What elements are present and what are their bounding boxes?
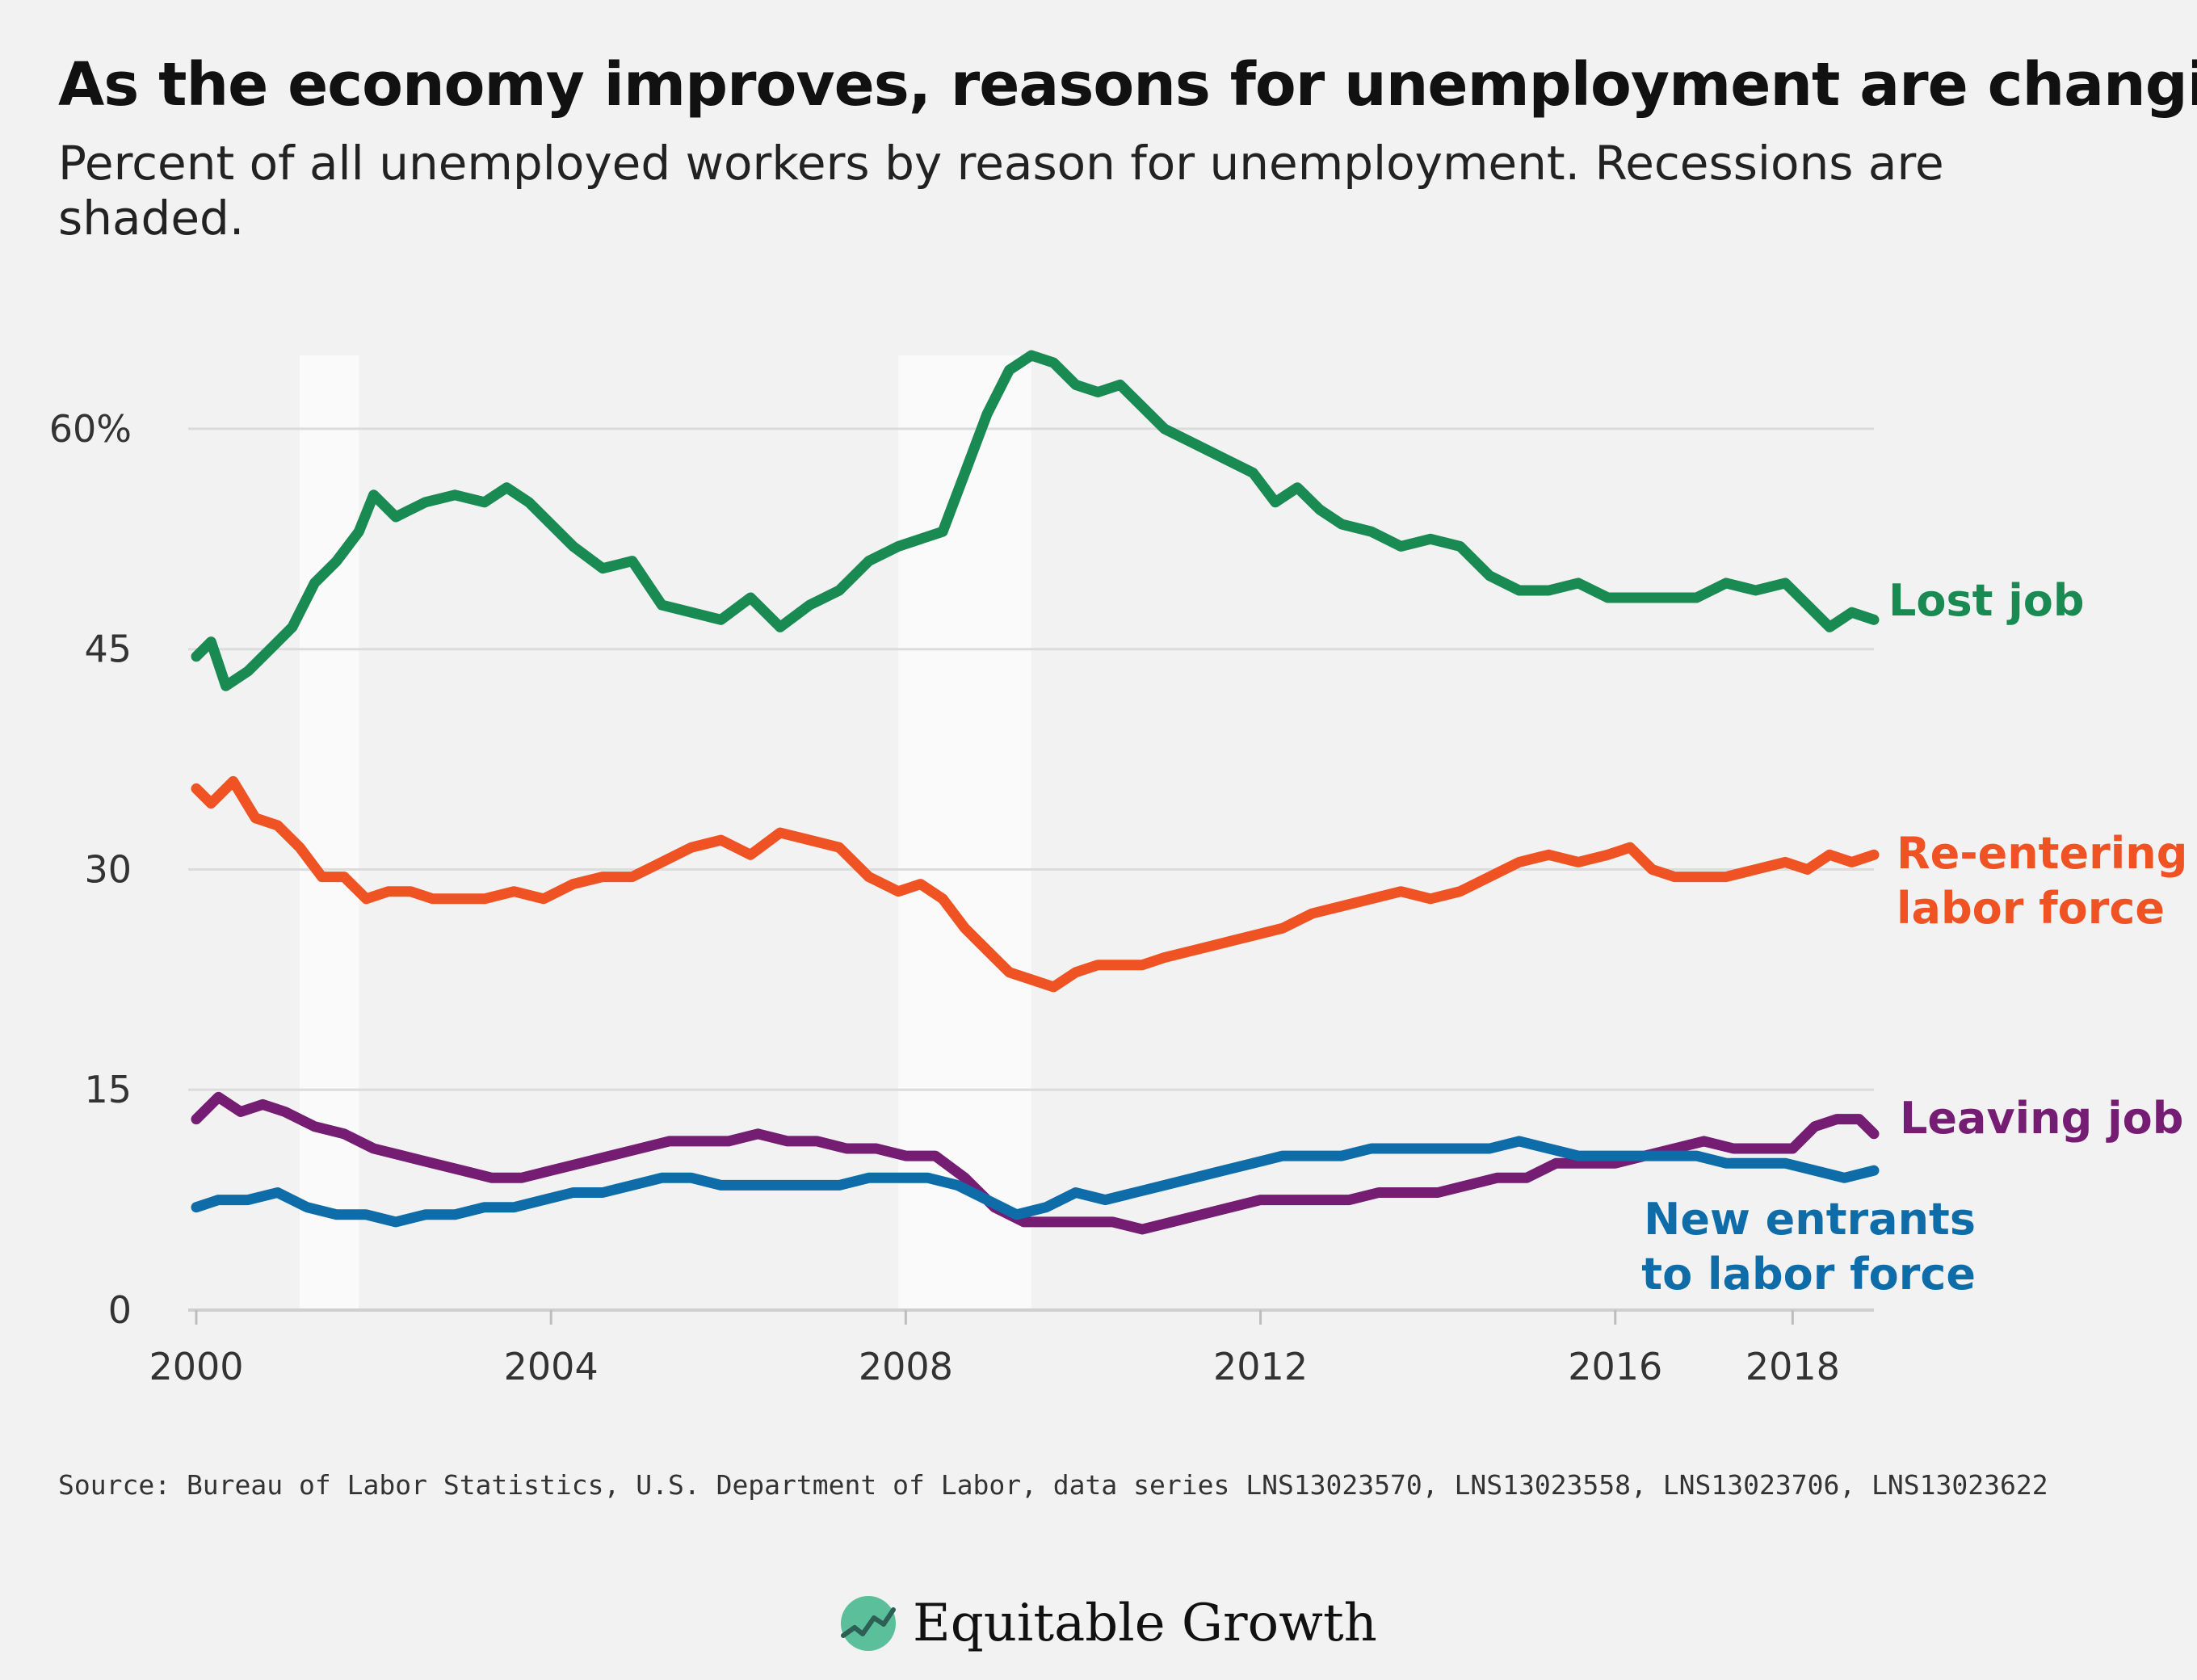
chart-subtitle: Percent of all unemployed workers by rea… — [58, 136, 1944, 246]
series-line-leaving-job — [191, 1091, 1880, 1235]
rising-line-logo-icon — [841, 1596, 896, 1651]
series-label-lost-job: Lost job — [1888, 575, 2085, 626]
x-tick-label-2012: 2012 — [1213, 1345, 1308, 1388]
x-tick-label-2008: 2008 — [859, 1345, 953, 1388]
series-label-re-entering-labor-force: Re-entering labor force — [1897, 828, 2187, 934]
y-tick-label-30: 30 — [84, 847, 132, 891]
x-tick-label-2000: 2000 — [149, 1345, 243, 1388]
x-tick-label-2004: 2004 — [504, 1345, 599, 1388]
line-chart: 0 15 30 45 60% 2000 2004 2008 2012 2016 2018 Lost j… — [49, 350, 2187, 1388]
recession-band-1 — [300, 355, 359, 1310]
y-tick-label-45: 45 — [84, 628, 132, 671]
brand-logo: Equitable Growth — [840, 1587, 1377, 1660]
y-tick-label-60: 60% — [49, 407, 132, 451]
brand-name: Equitable Growth — [913, 1594, 1377, 1653]
recession-band-2 — [898, 355, 1031, 1310]
source-note: Source: Bureau of Labor Statistics, U.S.… — [58, 1469, 2048, 1501]
x-tick-label-2016: 2016 — [1568, 1345, 1662, 1388]
series-label-leaving-job: Leaving job — [1900, 1093, 2183, 1144]
series-line-lost-job — [191, 350, 1880, 691]
x-tick-label-2018: 2018 — [1745, 1345, 1840, 1388]
y-tick-label-0: 0 — [108, 1288, 132, 1332]
chart-title: As the economy improves, reasons for une… — [58, 50, 2197, 120]
series-line-new-entrants-to-labor-force — [191, 1136, 1880, 1228]
y-tick-label-15: 15 — [84, 1068, 132, 1111]
series-label-new-entrants-to-labor-force: New entrants to labor force — [1641, 1194, 1976, 1300]
series-line-re-entering-labor-force — [191, 775, 1880, 993]
